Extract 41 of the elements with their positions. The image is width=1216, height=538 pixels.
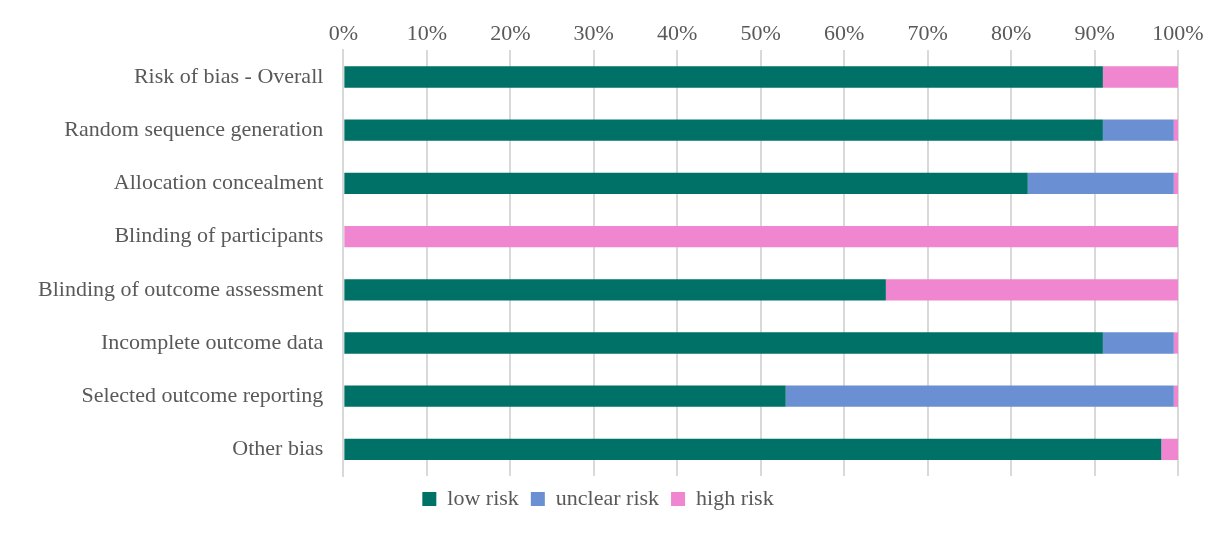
bar [344, 66, 1103, 88]
bar [344, 225, 1178, 248]
legend-label: unclear risk [555, 484, 660, 510]
bar [1027, 172, 1174, 195]
bar [1173, 385, 1178, 407]
x-tick-label: 20% [490, 19, 531, 45]
bar [1102, 66, 1178, 88]
bar [344, 172, 1028, 195]
bar [344, 438, 1162, 461]
x-tick-label: 40% [657, 19, 698, 45]
y-tick-label: Risk of bias - Overall [133, 62, 324, 88]
legend-label: high risk [696, 484, 774, 510]
x-tick-label: 30% [573, 19, 614, 45]
bar [785, 385, 1174, 407]
x-tick-label: 100% [1152, 19, 1204, 45]
x-tick-label: 90% [1074, 19, 1115, 45]
bar [1161, 438, 1178, 461]
bar [344, 119, 1103, 141]
y-tick-label: Random sequence generation [64, 115, 324, 141]
x-tick-label: 0% [328, 19, 359, 45]
y-tick-label: Incomplete outcome data [101, 328, 324, 354]
y-tick-label: Allocation concealment [113, 169, 324, 195]
bar [885, 279, 1178, 301]
bar [1173, 332, 1178, 354]
bar [344, 332, 1103, 354]
x-tick-label: 80% [990, 19, 1032, 45]
bar [344, 279, 886, 301]
x-tick-label: 50% [740, 19, 781, 45]
bar [344, 385, 786, 407]
y-tick-label: Selected outcome reporting [81, 381, 324, 407]
y-tick-label: Blinding of outcome assessment [38, 275, 324, 301]
x-tick-label: 10% [406, 19, 447, 45]
x-tick-label: 60% [823, 19, 865, 45]
bar [1173, 172, 1178, 195]
legend-label: low risk [447, 484, 519, 510]
bar [1102, 332, 1174, 354]
y-tick-label: Blinding of participants [114, 222, 324, 248]
y-tick-label: Other bias [232, 435, 324, 461]
bar [1102, 119, 1174, 141]
x-tick-label: 70% [907, 19, 948, 45]
bar [1173, 119, 1178, 141]
